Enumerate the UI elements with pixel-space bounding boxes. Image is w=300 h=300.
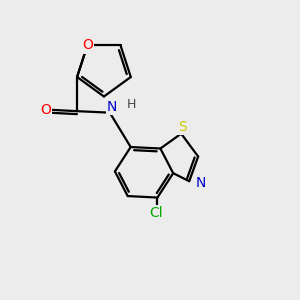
Text: N: N: [107, 100, 117, 114]
Text: O: O: [82, 38, 93, 52]
Text: H: H: [127, 98, 136, 111]
Text: N: N: [195, 176, 206, 190]
Text: O: O: [40, 103, 51, 117]
Text: Cl: Cl: [149, 206, 163, 220]
Text: S: S: [178, 120, 187, 134]
